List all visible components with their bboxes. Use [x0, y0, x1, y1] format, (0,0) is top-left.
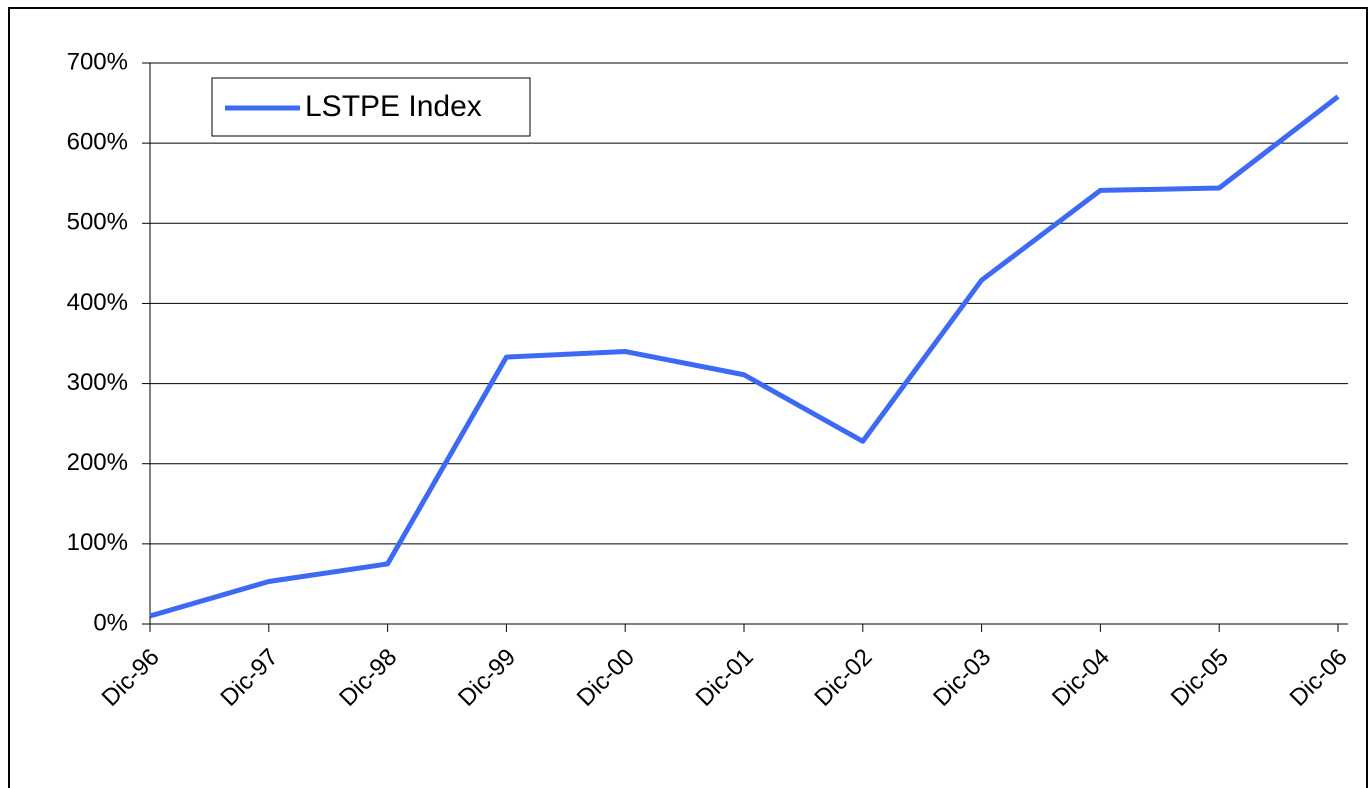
x-tick-label: Dic-96	[97, 644, 165, 712]
y-tick-label: 400%	[67, 289, 128, 316]
legend-label: LSTPE Index	[305, 90, 482, 123]
y-tick-label: 600%	[67, 128, 128, 155]
y-tick-label: 200%	[67, 449, 128, 476]
y-tick-label: 300%	[67, 369, 128, 396]
x-tick-label: Dic-00	[572, 644, 640, 712]
y-tick-label: 700%	[67, 48, 128, 75]
x-tick-label: Dic-03	[928, 644, 996, 712]
x-tick-label: Dic-99	[453, 644, 521, 712]
y-tick-label: 0%	[93, 609, 128, 636]
x-tick-label: Dic-01	[691, 644, 759, 712]
y-tick-label: 100%	[67, 529, 128, 556]
x-tick-label: Dic-06	[1285, 644, 1353, 712]
x-tick-label: Dic-05	[1166, 644, 1234, 712]
data-line	[149, 94, 1340, 619]
x-tick-label: Dic-98	[334, 644, 402, 712]
chart-frame	[8, 7, 1368, 788]
x-tick-label: Dic-02	[809, 644, 877, 712]
x-tick-label: Dic-04	[1047, 644, 1115, 712]
x-tick-label: Dic-97	[215, 644, 283, 712]
y-tick-label: 500%	[67, 209, 128, 236]
